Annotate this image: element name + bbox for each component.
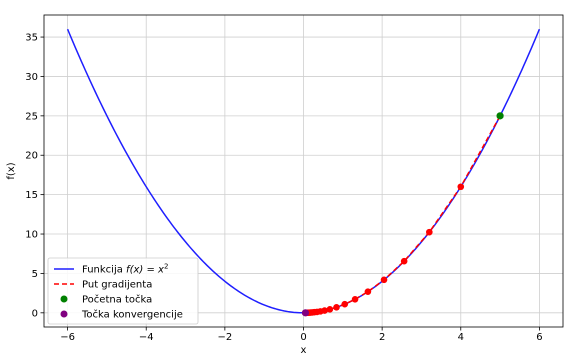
x-tick-label: 0 (300, 332, 306, 343)
legend-label-function-sup: 2 (164, 263, 168, 271)
legend-marker-start-point (60, 295, 68, 303)
gradient-path-point (333, 303, 340, 311)
x-tick-label: 4 (458, 332, 464, 343)
x-tick-label: 2 (379, 332, 385, 343)
y-tick-label: 10 (25, 230, 38, 241)
legend-label-start-point: Početna točka (82, 294, 152, 306)
start-point (496, 112, 504, 120)
gradient-path-line (305, 115, 501, 314)
gradient-path-point (380, 276, 388, 284)
legend: Funkcija f(x) = x2 Put gradijenta Početn… (47, 257, 199, 325)
gradient-path-point (426, 228, 433, 236)
gradient-path-point (364, 288, 372, 295)
legend-label-function: Funkcija f(x) = x2 (82, 263, 168, 276)
x-tick-label: 6 (536, 332, 542, 343)
y-tick-label: 30 (25, 72, 38, 83)
legend-box (47, 257, 199, 325)
legend-label-function-main: Funkcija (82, 265, 126, 276)
plot-area (66, 28, 541, 317)
y-tick-label: 5 (32, 269, 38, 280)
gradient-path-point (457, 183, 465, 191)
gradient-path-point (351, 295, 359, 303)
y-tick-label: 35 (25, 33, 38, 44)
x-axis-label: x (301, 345, 307, 356)
gradient-path-point (341, 300, 349, 308)
x-tick-label: −2 (217, 332, 232, 343)
y-tick-label: 20 (25, 151, 38, 162)
y-axis-label: f(x) (6, 162, 17, 179)
convergence-point (301, 309, 310, 317)
x-tick-label: −6 (60, 332, 75, 343)
gradient-path-point (326, 305, 334, 313)
legend-label-convergence-point: Točka konvergencije (81, 309, 183, 321)
y-tick-label: 0 (32, 308, 38, 319)
legend-label-function-math: f(x) = x (126, 265, 164, 276)
y-tick-label: 15 (25, 190, 38, 201)
gradient-path-point (400, 257, 408, 265)
axis-ticks: −6 −4 −2 0 2 4 6 0 5 10 15 20 25 30 35 (25, 33, 542, 343)
legend-marker-convergence-point (60, 310, 68, 318)
legend-label-gradient-path: Put gradijenta (82, 280, 152, 291)
x-tick-label: −4 (139, 332, 154, 343)
y-tick-label: 25 (25, 111, 38, 122)
